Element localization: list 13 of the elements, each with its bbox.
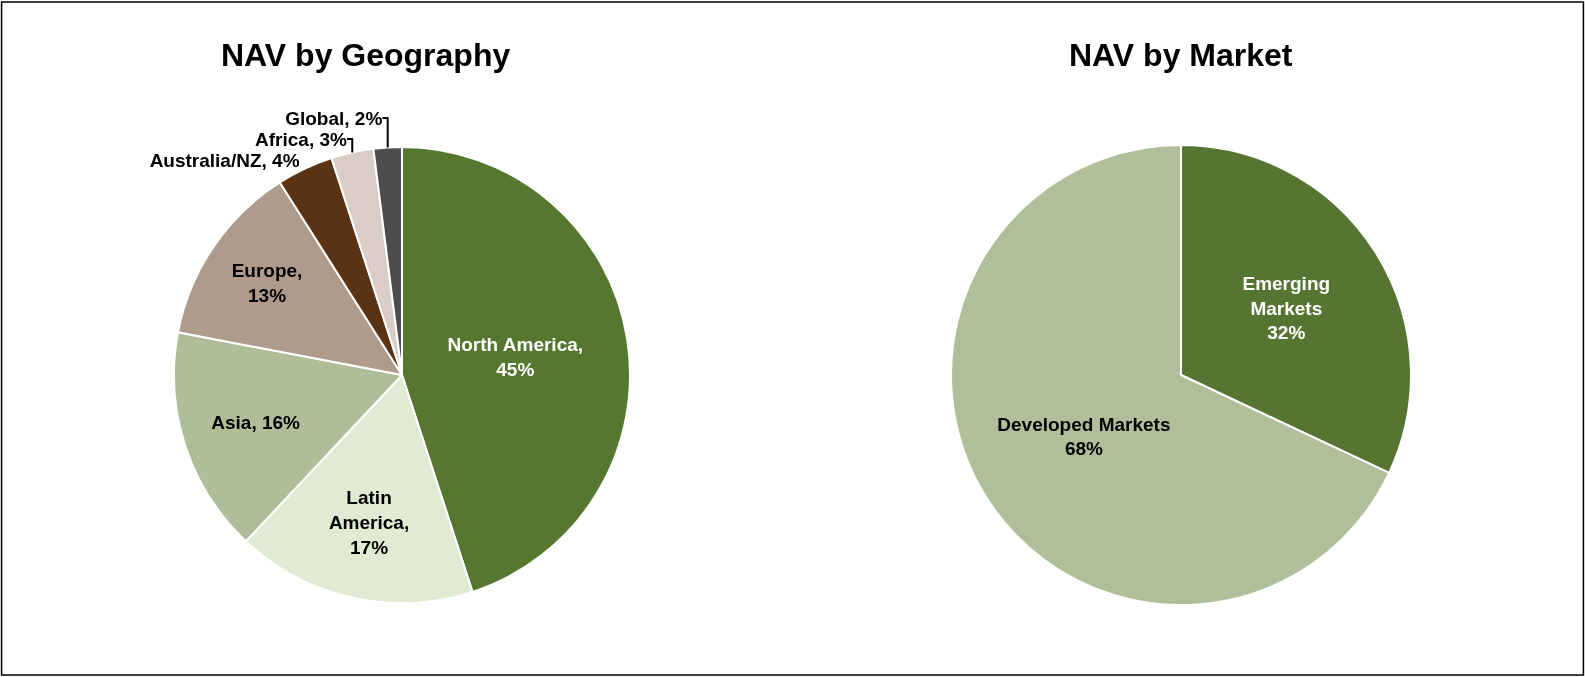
- slice-label: North America, 45%: [447, 334, 584, 380]
- chart-title: NAV by Geography: [221, 37, 511, 73]
- slice-label: Europe, 13%: [231, 260, 303, 307]
- slice-label: Asia, 16%: [211, 412, 301, 434]
- slice-label: Global, 2%: [285, 107, 383, 129]
- slice-label: Emerging Markets: [1242, 272, 1331, 319]
- slice-label: Africa, 3%: [255, 128, 348, 150]
- slice-label: Australia/NZ, 4%: [149, 149, 300, 171]
- data-label: 32%: [1267, 322, 1306, 344]
- slice-label: Latin America, 17%: [328, 487, 410, 558]
- chart-title: NAV by Market: [1069, 37, 1293, 73]
- slice-label: Developed Markets: [997, 413, 1171, 435]
- data-label: 68%: [1064, 438, 1104, 460]
